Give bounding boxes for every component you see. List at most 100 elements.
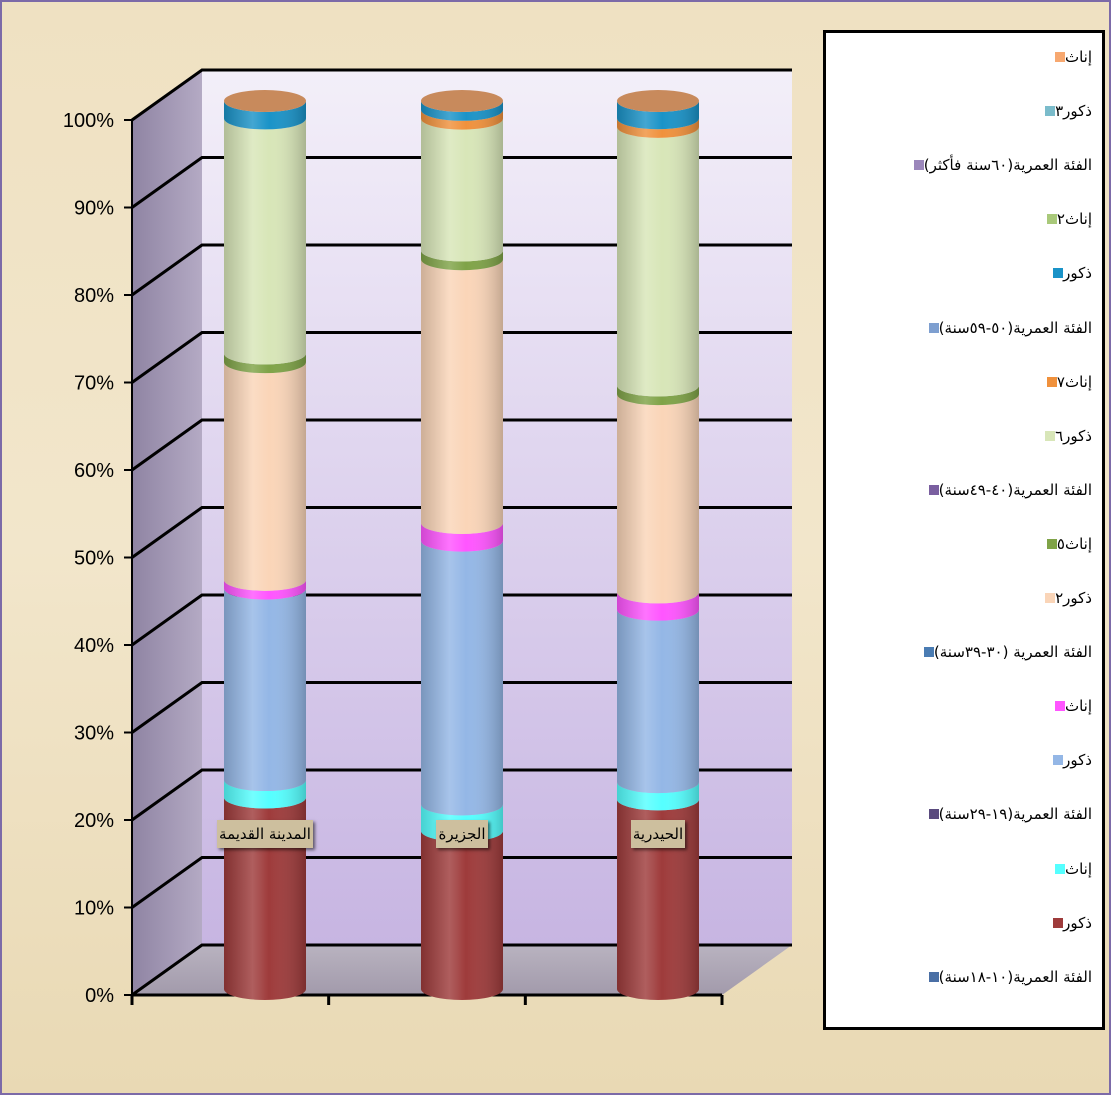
legend-item: ذكور٢ xyxy=(1039,586,1092,610)
legend-label: إناث٢ xyxy=(1056,210,1092,229)
legend-item: إناث٢ xyxy=(1041,207,1092,231)
legend-swatch xyxy=(1046,538,1057,549)
legend-swatch xyxy=(913,160,924,171)
legend-item: الفئة العمرية (٣٠-٣٩سنة) xyxy=(918,640,1092,664)
legend-label: ذكور٦ xyxy=(1055,426,1092,445)
legend-label: الفئة العمرية (٣٠-٣٩سنة) xyxy=(933,643,1092,662)
legend-label: ذكور xyxy=(1063,751,1092,770)
legend-swatch xyxy=(923,647,934,658)
bar-segment-shading xyxy=(617,126,699,397)
legend-label: إناث٥ xyxy=(1056,534,1092,553)
bar-segment-shading xyxy=(224,797,306,1000)
x-category-label: الجزيرة xyxy=(436,820,488,848)
bar-segment-shading xyxy=(224,118,306,365)
y-tick-label: 30% xyxy=(74,723,114,745)
y-tick-label: 90% xyxy=(74,198,114,220)
legend-item: ذكور٣ xyxy=(1039,99,1092,123)
legend-item: ذكور٦ xyxy=(1039,424,1092,448)
bar-top-cap xyxy=(224,90,306,112)
y-tick-label: 50% xyxy=(74,548,114,570)
legend-item: الفئة العمرية(٤٠-٤٩سنة) xyxy=(923,478,1092,502)
gridline xyxy=(131,681,792,734)
bar-segment-shading xyxy=(617,799,699,1000)
bar-segment-shading xyxy=(421,109,503,130)
legend-item: الفئة العمرية(٥٠-٥٩سنة) xyxy=(923,316,1092,340)
gridline xyxy=(131,506,792,559)
legend-item: الفئة العمرية(١٠-١٨سنة) xyxy=(923,965,1092,989)
bar-segment-shading xyxy=(421,101,503,121)
legend-label: الفئة العمرية(٤٠-٤٩سنة) xyxy=(938,480,1092,499)
legend-item: الفئة العمرية(٦٠سنة فأكثر) xyxy=(908,153,1092,177)
y-tick-label: 80% xyxy=(74,285,114,307)
bar-segment-shading xyxy=(421,250,503,271)
bar-segment-shading xyxy=(224,353,306,374)
legend-item: إناث xyxy=(1049,857,1092,881)
gridline xyxy=(131,243,792,297)
bar-segment-shading xyxy=(617,609,699,794)
bar-segment-shading xyxy=(224,780,306,809)
legend-item: ذكور xyxy=(1047,911,1092,935)
bar-segment-shading xyxy=(421,118,503,262)
y-tick-label: 0% xyxy=(85,985,114,1007)
gridline xyxy=(131,156,792,209)
bar-segment-shading xyxy=(224,579,306,600)
bar-segment-shading xyxy=(617,592,699,621)
legend-label: إناث xyxy=(1064,697,1092,716)
bar-segment-shading xyxy=(224,362,306,591)
bar-top-cap xyxy=(421,90,503,112)
legend-swatch xyxy=(1046,376,1057,387)
bar-segment-shading xyxy=(617,101,699,130)
bar-segment-shading xyxy=(617,385,699,406)
gridline xyxy=(131,68,792,122)
legend-label: ذكور xyxy=(1063,264,1092,283)
chart-legend: إناث ذكور٣ الفئة العمرية(٦٠سنة فأكثر) إناث٢… xyxy=(823,30,1105,1030)
gridline xyxy=(131,331,792,384)
legend-label: إناث xyxy=(1064,859,1092,878)
legend-swatch xyxy=(1054,863,1065,874)
legend-swatch xyxy=(928,971,939,982)
legend-label: ذكور٣ xyxy=(1055,102,1092,121)
bar-segment-shading xyxy=(421,523,503,552)
bar-segment-shading xyxy=(421,540,503,816)
legend-swatch xyxy=(1045,430,1056,441)
legend-item: ذكور xyxy=(1047,748,1092,772)
gridline xyxy=(131,768,792,822)
bar-segment-shading xyxy=(617,394,699,604)
legend-swatch xyxy=(1045,593,1056,603)
bar-top-cap xyxy=(617,90,699,112)
legend-item: إناث xyxy=(1049,694,1092,718)
bar-segment-shading xyxy=(224,101,306,130)
gridline xyxy=(131,418,792,472)
x-category-label: الحيدرية xyxy=(630,820,686,848)
legend-label: الفئة العمرية(١٩-٢٩سنة) xyxy=(938,805,1092,824)
legend-swatch xyxy=(1053,268,1064,279)
legend-swatch xyxy=(1053,755,1064,766)
gridline xyxy=(131,856,792,909)
y-tick-label: 10% xyxy=(74,898,114,920)
legend-swatch xyxy=(1054,52,1065,62)
legend-swatch xyxy=(1045,106,1056,117)
legend-swatch xyxy=(928,322,939,333)
legend-label: ذكور xyxy=(1063,913,1092,932)
y-tick-label: 100% xyxy=(63,110,114,132)
legend-swatch xyxy=(1046,214,1057,225)
legend-label: الفئة العمرية(١٠-١٨سنة) xyxy=(938,967,1092,986)
legend-item: إناث٥ xyxy=(1041,532,1092,556)
y-tick-label: 70% xyxy=(74,373,114,395)
bar-segment-shading xyxy=(224,588,306,792)
gridline xyxy=(131,943,792,997)
legend-item: إناث xyxy=(1049,45,1092,69)
bar-segment-shading xyxy=(617,118,699,138)
legend-item: إناث٧ xyxy=(1041,370,1092,394)
legend-swatch xyxy=(928,809,939,820)
legend-swatch xyxy=(928,484,939,495)
legend-label: إناث٧ xyxy=(1056,372,1092,391)
legend-swatch xyxy=(1053,917,1064,928)
y-tick-label: 40% xyxy=(74,635,114,657)
legend-label: الفئة العمرية(٥٠-٥٩سنة) xyxy=(938,318,1092,337)
y-tick-label: 20% xyxy=(74,810,114,832)
legend-label: إناث xyxy=(1064,48,1092,66)
legend-label: الفئة العمرية(٦٠سنة فأكثر) xyxy=(923,156,1092,175)
